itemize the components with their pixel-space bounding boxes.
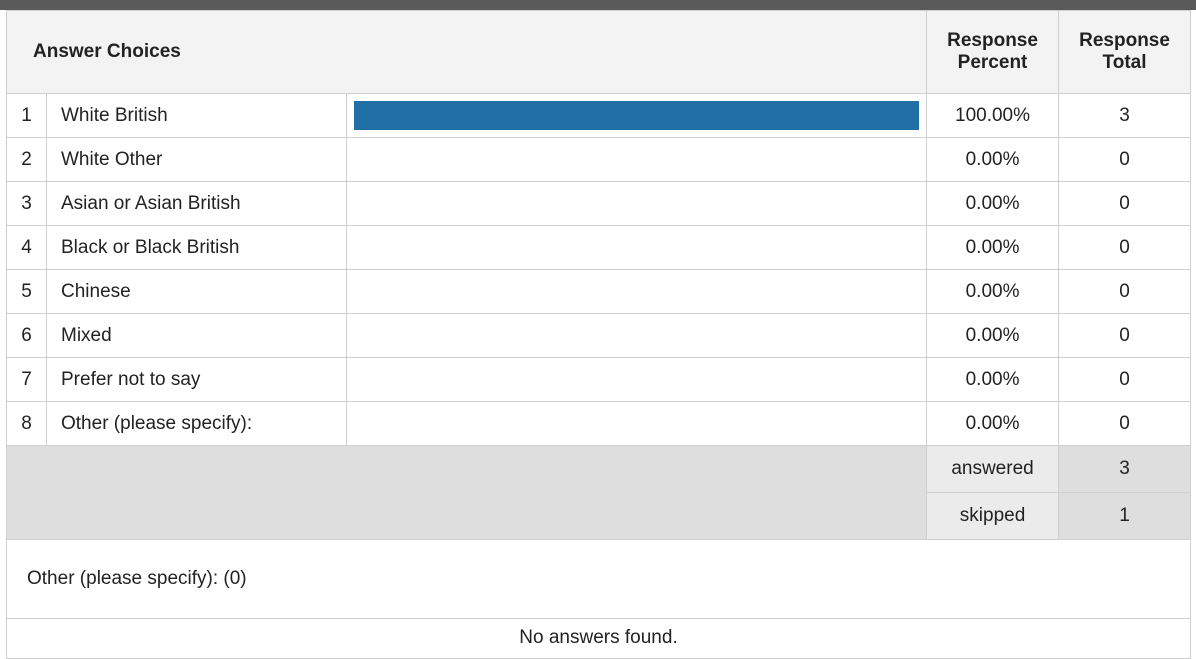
row-index: 4 (6, 225, 47, 270)
response-total: 3 (1058, 93, 1192, 138)
response-total: 0 (1058, 401, 1192, 446)
response-total: 0 (1058, 225, 1192, 270)
response-percent: 0.00% (926, 313, 1060, 358)
response-total: 0 (1058, 181, 1192, 226)
no-answers-row: No answers found. (5, 618, 1192, 659)
response-total: 0 (1058, 357, 1192, 402)
table-row: 6 Mixed 0.00% 0 (6, 313, 1192, 358)
results-table: Answer Choices Response Percent Response… (5, 10, 1192, 659)
response-bar (354, 101, 920, 130)
skipped-value: 1 (1058, 492, 1192, 540)
response-total: 0 (1058, 137, 1192, 182)
response-total-header: Response Total (1058, 10, 1192, 94)
table-row: 7 Prefer not to say 0.00% 0 (6, 357, 1192, 402)
row-index: 5 (6, 269, 47, 314)
answer-choices-header: Answer Choices (5, 10, 928, 94)
answer-label: White British (46, 93, 347, 138)
answered-value: 3 (1058, 445, 1192, 493)
response-percent: 0.00% (926, 137, 1060, 182)
response-percent: 0.00% (926, 357, 1060, 402)
top-bar (0, 0, 1196, 10)
no-answers-text: No answers found. (5, 618, 1192, 659)
row-index: 3 (6, 181, 47, 226)
answer-label: Mixed (46, 313, 347, 358)
bar-cell (345, 269, 928, 314)
response-total-header-line1: Response (1079, 30, 1170, 51)
response-percent: 0.00% (926, 225, 1060, 270)
answer-label: Asian or Asian British (46, 181, 347, 226)
row-index: 1 (6, 93, 47, 138)
row-index: 7 (6, 357, 47, 402)
row-index: 2 (6, 137, 47, 182)
answer-label: Prefer not to say (46, 357, 347, 402)
bar-cell (345, 137, 928, 182)
answered-row: answered 3 (5, 445, 1192, 540)
bar-cell (345, 93, 928, 138)
row-index: 6 (6, 313, 47, 358)
other-responses-row: Other (please specify): (0) (5, 539, 1192, 619)
table-row: 8 Other (please specify): 0.00% 0 (6, 401, 1192, 446)
response-total: 0 (1058, 269, 1192, 314)
response-percent: 0.00% (926, 269, 1060, 314)
summary-spacer (5, 445, 928, 540)
response-total: 0 (1058, 313, 1192, 358)
table-row: 2 White Other 0.00% 0 (6, 137, 1192, 182)
response-percent-header-line1: Response (947, 30, 1038, 51)
other-responses-title[interactable]: Other (please specify): (0) (5, 539, 1192, 619)
response-total-header-line2: Total (1102, 52, 1147, 73)
response-percent: 100.00% (926, 93, 1060, 138)
survey-results: Answer Choices Response Percent Response… (0, 10, 1196, 659)
bar-cell (345, 401, 928, 446)
bar-cell (345, 225, 928, 270)
answer-label: White Other (46, 137, 347, 182)
answered-label: answered (926, 445, 1060, 493)
table-row: 3 Asian or Asian British 0.00% 0 (6, 181, 1192, 226)
table-row: 1 White British 100.00% 3 (6, 93, 1192, 138)
bar-cell (345, 181, 928, 226)
answer-label: Chinese (46, 269, 347, 314)
response-percent-header: Response Percent (926, 10, 1060, 94)
table-row: 4 Black or Black British 0.00% 0 (6, 225, 1192, 270)
answer-label: Other (please specify): (46, 401, 347, 446)
response-percent: 0.00% (926, 401, 1060, 446)
response-percent-header-line2: Percent (957, 52, 1028, 73)
response-percent: 0.00% (926, 181, 1060, 226)
answer-label: Black or Black British (46, 225, 347, 270)
bar-cell (345, 313, 928, 358)
rows-body: 1 White British 100.00% 3 2 White Other 0.00% 0… (5, 93, 1192, 659)
table-header-row: Answer Choices Response Percent Response… (5, 10, 1192, 94)
skipped-row: skipped 1 (7, 492, 1192, 540)
row-index: 8 (6, 401, 47, 446)
skipped-label: skipped (926, 492, 1060, 540)
table-row: 5 Chinese 0.00% 0 (6, 269, 1192, 314)
bar-cell (345, 357, 928, 402)
